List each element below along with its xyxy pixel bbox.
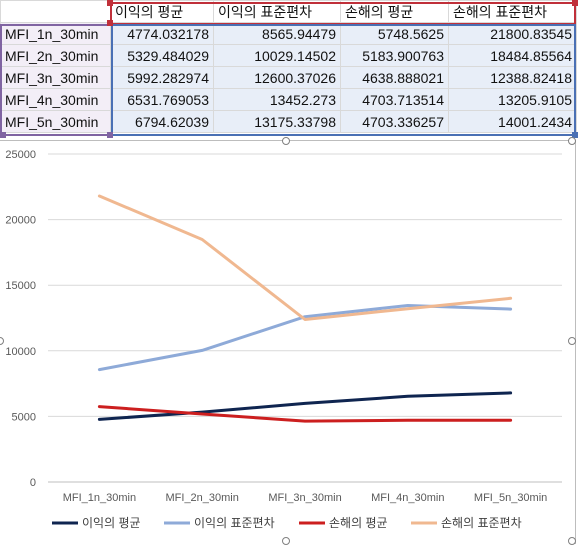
- x-tick-label: MFI_3n_30min: [268, 492, 341, 504]
- series-line: [97, 405, 513, 423]
- range-resize-handle[interactable]: [572, 132, 578, 138]
- value-cell[interactable]: 4774.032178: [110, 22, 214, 45]
- value-cell[interactable]: 13452.273: [213, 88, 341, 111]
- row-label-cell[interactable]: MFI_1n_30min: [0, 22, 111, 45]
- y-tick-label: 20000: [5, 215, 36, 227]
- value-cell[interactable]: 5329.484029: [110, 44, 214, 67]
- value-cell[interactable]: 4638.888021: [340, 66, 449, 89]
- y-tick-label: 0: [30, 477, 36, 489]
- table-row: MFI_3n_30min 5992.282974 12600.37026 463…: [0, 66, 577, 89]
- value-cell[interactable]: 10029.14502: [213, 44, 341, 67]
- value-cell[interactable]: 5992.282974: [110, 66, 214, 89]
- table-row: MFI_2n_30min 5329.484029 10029.14502 518…: [0, 44, 577, 67]
- chart-canvas: 0 5000 10000 15000 20000 25000 MFI_1n_30min MFI…: [5, 149, 562, 530]
- table-row: MFI_5n_30min 6794.62039 13175.33798 4703…: [0, 110, 577, 133]
- header-cell[interactable]: 이익의 표준편차: [213, 0, 341, 23]
- row-label-cell[interactable]: MFI_2n_30min: [0, 44, 111, 67]
- value-cell[interactable]: 6794.62039: [110, 110, 214, 133]
- legend-label: 손해의 표준편차: [441, 516, 522, 530]
- value-cell[interactable]: 12388.82418: [448, 66, 577, 89]
- value-cell[interactable]: 4703.713514: [340, 88, 449, 111]
- value-cell[interactable]: 13175.33798: [213, 110, 341, 133]
- legend-label: 이익의 평균: [82, 516, 141, 530]
- range-resize-handle[interactable]: [107, 132, 113, 138]
- chart-resize-handle[interactable]: [568, 337, 576, 345]
- range-resize-handle[interactable]: [107, 20, 113, 26]
- header-cell[interactable]: 손해의 평균: [340, 0, 449, 23]
- row-label-cell[interactable]: MFI_4n_30min: [0, 88, 111, 111]
- table-row: MFI_4n_30min 6531.769053 13452.273 4703.…: [0, 88, 577, 111]
- y-tick-label: 5000: [12, 411, 36, 423]
- y-tick-label: 15000: [5, 280, 36, 292]
- chart-resize-handle[interactable]: [282, 137, 290, 145]
- value-cell[interactable]: 4703.336257: [340, 110, 449, 133]
- value-cell[interactable]: 12600.37026: [213, 66, 341, 89]
- value-cell[interactable]: 5748.5625: [340, 22, 449, 45]
- table-row: MFI_1n_30min 4774.032178 8565.94479 5748…: [0, 22, 577, 45]
- x-tick-label: MFI_4n_30min: [371, 492, 444, 504]
- header-row: 이익의 평균 이익의 표준편차 손해의 평균 손해의 표준편차: [0, 0, 577, 23]
- line-chart[interactable]: 0 5000 10000 15000 20000 25000 MFI_1n_30min MFI…: [0, 137, 576, 545]
- data-table: 이익의 평균 이익의 표준편차 손해의 평균 손해의 표준편차 MFI_1n_3…: [0, 0, 577, 133]
- x-tick-label: MFI_1n_30min: [63, 492, 136, 504]
- row-label-cell[interactable]: MFI_3n_30min: [0, 66, 111, 89]
- value-cell[interactable]: 5183.900763: [340, 44, 449, 67]
- y-tick-label: 25000: [5, 149, 36, 161]
- value-cell[interactable]: 18484.85564: [448, 44, 577, 67]
- x-tick-label: MFI_2n_30min: [166, 492, 239, 504]
- y-tick-label: 10000: [5, 346, 36, 358]
- legend-label: 이익의 표준편차: [194, 516, 275, 530]
- series-line: [97, 304, 513, 372]
- series-line: [97, 194, 513, 321]
- value-cell[interactable]: 13205.9105: [448, 88, 577, 111]
- value-cell[interactable]: 21800.83545: [448, 22, 577, 45]
- header-cell[interactable]: 이익의 평균: [110, 0, 214, 23]
- header-cell[interactable]: 손해의 표준편차: [448, 0, 577, 23]
- corner-cell[interactable]: [0, 0, 111, 23]
- row-label-cell[interactable]: MFI_5n_30min: [0, 110, 111, 133]
- value-cell[interactable]: 6531.769053: [110, 88, 214, 111]
- chart-resize-handle[interactable]: [568, 137, 576, 145]
- legend-label: 손해의 평균: [329, 516, 388, 530]
- x-tick-label: MFI_5n_30min: [474, 492, 547, 504]
- spreadsheet-range: 이익의 평균 이익의 표준편차 손해의 평균 손해의 표준편차 MFI_1n_3…: [0, 0, 581, 140]
- range-resize-handle[interactable]: [572, 0, 578, 6]
- value-cell[interactable]: 8565.94479: [213, 22, 341, 45]
- series-line: [97, 391, 513, 421]
- value-cell[interactable]: 14001.2434: [448, 110, 577, 133]
- range-resize-handle[interactable]: [107, 0, 113, 6]
- range-resize-handle[interactable]: [0, 132, 6, 138]
